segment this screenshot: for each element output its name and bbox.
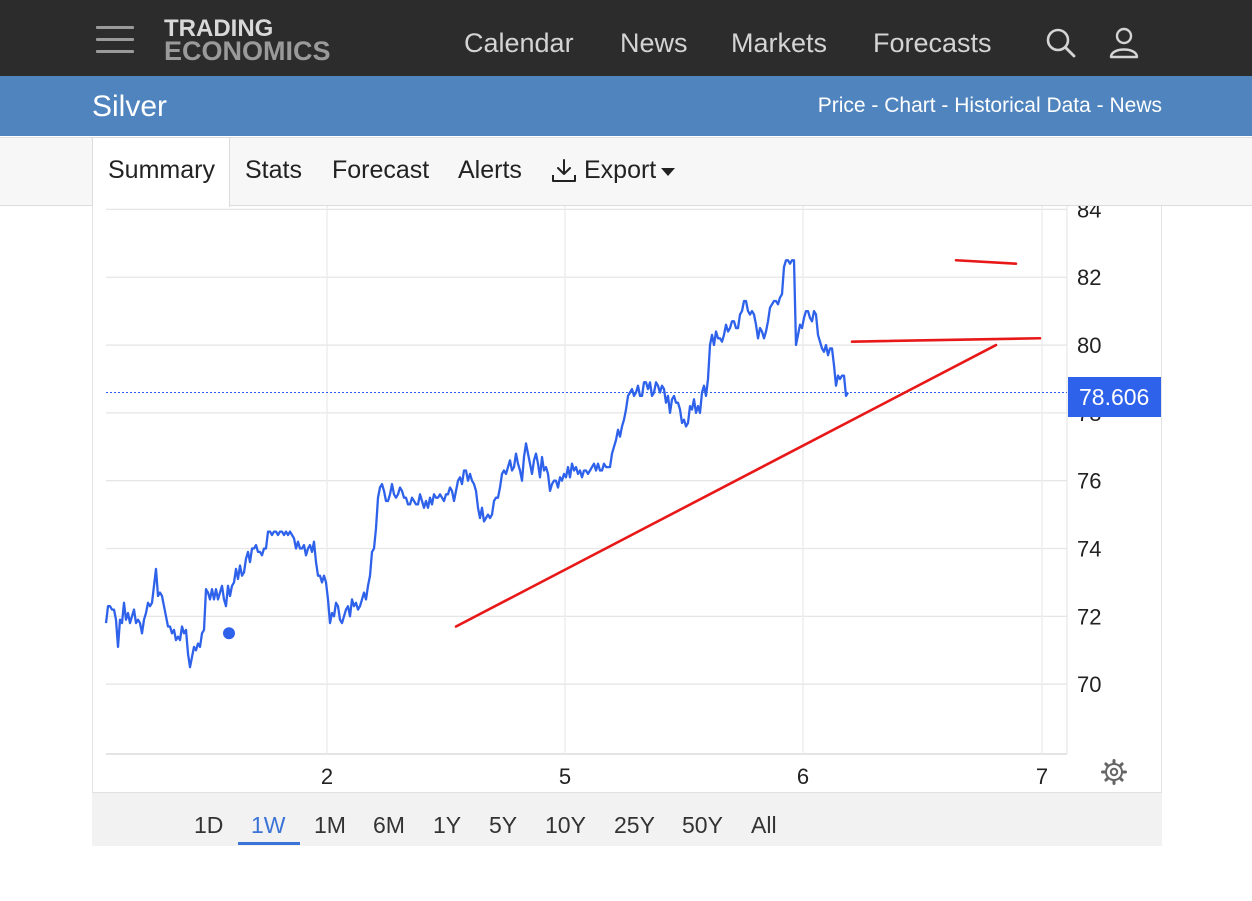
page-title: Silver [92,90,168,123]
logo[interactable]: TRADING ECONOMICS [164,15,331,66]
logo-line-1: TRADING [164,15,274,42]
chart-panel [92,206,1162,846]
user-icon[interactable] [1107,26,1141,60]
menu-icon[interactable] [96,26,134,56]
range-1d[interactable]: 1D [194,812,224,838]
title-bar [0,76,1252,136]
y-tick-label: 76 [1077,469,1101,494]
subnav-chart[interactable]: Chart [884,94,936,117]
range-selector [92,792,1162,846]
page-subnav: Price - Chart - Historical Data - News [818,94,1162,118]
x-tick-label: 6 [797,764,809,789]
range-50y[interactable]: 50Y [682,812,723,838]
y-tick-label: 70 [1077,672,1101,697]
x-tick-label: 5 [559,764,571,789]
trend-line [954,258,1018,265]
y-axis: 7072747678808284 [1077,206,1101,697]
trend-line [454,343,998,628]
range-1w[interactable]: 1W [251,812,286,838]
range-all[interactable]: All [751,812,777,838]
y-tick-label: 82 [1077,265,1101,290]
tab-summary[interactable]: Summary [108,156,215,184]
y-tick-label: 74 [1077,537,1101,562]
hover-marker [223,627,235,640]
search-icon[interactable] [1044,26,1078,60]
tab-forecast[interactable]: Forecast [332,156,430,184]
nav-markets[interactable]: Markets [731,28,828,58]
range-10y[interactable]: 10Y [545,812,586,838]
x-axis: 2 5 6 7 [321,764,1048,789]
x-tick-label: 2 [321,764,333,789]
subnav-separator: - [1090,94,1110,117]
y-tick-label: 80 [1077,333,1101,358]
logo-line-2: ECONOMICS [164,36,331,66]
y-tick-label: 84 [1077,206,1101,222]
download-icon[interactable] [551,158,577,184]
tab-alerts[interactable]: Alerts [458,156,522,184]
chart-grid [106,206,1068,755]
range-1m[interactable]: 1M [314,812,346,838]
tab-active-indicator [92,137,230,207]
trend-lines [454,258,1042,628]
nav-forecasts[interactable]: Forecasts [873,28,992,58]
range-6m[interactable]: 6M [373,812,405,838]
subnav-separator: - [865,94,885,117]
active-range-underline [238,842,300,845]
range-5y[interactable]: 5Y [489,812,518,838]
subnav-price[interactable]: Price [817,94,866,117]
nav-news[interactable]: News [620,28,688,58]
trend-line [850,336,1042,343]
tab-export[interactable]: Export [584,156,657,184]
caret-down-icon[interactable] [661,168,675,176]
range-1y[interactable]: 1Y [433,812,462,838]
settings-gear-icon[interactable] [1101,759,1127,785]
value-badge-bg [1068,377,1161,417]
top-navigation-bar: TRADING ECONOMICS Calendar News Markets … [0,0,1252,76]
range-25y[interactable]: 25Y [614,812,655,838]
subnav-news[interactable]: News [1109,94,1162,117]
x-tick-label: 7 [1036,764,1048,789]
current-value-badge: 78.606 [1068,377,1161,417]
subnav-separator: - [935,94,955,117]
subnav-historical-data[interactable]: Historical Data [954,94,1091,117]
value-badge-text: 78.606 [1079,384,1149,410]
series-line[interactable] [104,259,849,669]
nav-calendar[interactable]: Calendar [464,28,574,58]
tab-stats[interactable]: Stats [245,156,302,184]
y-tick-label: 72 [1077,604,1101,629]
